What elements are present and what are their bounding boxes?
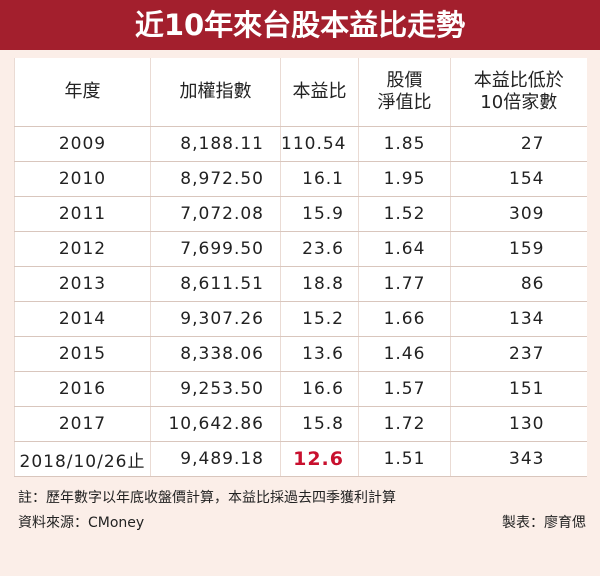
table-cell: 2015 — [14, 336, 151, 372]
table-cell: 309 — [450, 196, 587, 232]
table-cell: 1.46 — [358, 336, 451, 372]
table-row: 2013 8,611.51 18.8 1.77 86 — [14, 266, 587, 302]
table-cell: 1.57 — [358, 371, 451, 407]
table-cell: 237 — [450, 336, 587, 372]
table-cell: 9,253.50 — [150, 371, 281, 407]
column-header: 本益比低於 10倍家數 — [450, 58, 587, 127]
table-cell: 2014 — [14, 301, 151, 337]
table-row: 2010 8,972.50 16.1 1.95 154 — [14, 161, 587, 197]
table-cell: 1.52 — [358, 196, 451, 232]
table-cell: 154 — [450, 161, 587, 197]
title: 近10年來台股本益比走勢 — [0, 0, 600, 50]
table-row: 2009 8,188.11 110.54 1.85 27 — [14, 126, 587, 162]
table-cell: 8,972.50 — [150, 161, 281, 197]
table-cell: 12.6 — [280, 441, 359, 477]
table-cell: 9,489.18 — [150, 441, 281, 477]
table-cell: 130 — [450, 406, 587, 442]
table-cell: 15.9 — [280, 196, 359, 232]
table-cell: 10,642.86 — [150, 406, 281, 442]
table-cell: 1.85 — [358, 126, 451, 162]
table-cell: 2017 — [14, 406, 151, 442]
table-row: 2014 9,307.26 15.2 1.66 134 — [14, 301, 587, 337]
table-cell: 2010 — [14, 161, 151, 197]
table-cell: 159 — [450, 231, 587, 267]
table-row: 2015 8,338.06 13.6 1.46 237 — [14, 336, 587, 372]
credit: 製表：廖育偲 — [502, 515, 586, 531]
table-row: 2011 7,072.08 15.9 1.52 309 — [14, 196, 587, 232]
table-cell: 8,611.51 — [150, 266, 281, 302]
table-row: 2016 9,253.50 16.6 1.57 151 — [14, 371, 587, 407]
table-cell: 16.6 — [280, 371, 359, 407]
table: 年度 加權指數 本益比 股價 淨值比 本益比低於 10倍家數 2009 8,188.11 1… — [14, 58, 587, 477]
column-header: 年度 — [14, 58, 151, 127]
table-cell: 1.77 — [358, 266, 451, 302]
table-cell: 1.51 — [358, 441, 451, 477]
table-cell: 151 — [450, 371, 587, 407]
table-cell: 343 — [450, 441, 587, 477]
table-row: 2012 7,699.50 23.6 1.64 159 — [14, 231, 587, 267]
table-body: 2009 8,188.11 110.54 1.85 27 2010 8,972.50 16.1… — [14, 126, 587, 477]
table-cell: 8,188.11 — [150, 126, 281, 162]
table-cell: 9,307.26 — [150, 301, 281, 337]
table-cell: 2016 — [14, 371, 151, 407]
note: 註：歷年數字以年底收盤價計算，本益比採過去四季獲利計算 — [18, 490, 396, 506]
table-row: 2017 10,642.86 15.8 1.72 130 — [14, 406, 587, 442]
table-cell: 110.54 — [280, 126, 359, 162]
table-cell: 18.8 — [280, 266, 359, 302]
column-header: 加權指數 — [150, 58, 281, 127]
table-cell: 1.72 — [358, 406, 451, 442]
table-cell: 8,338.06 — [150, 336, 281, 372]
table-cell: 13.6 — [280, 336, 359, 372]
table-row: 2018/10/26止 9,489.18 12.6 1.51 343 — [14, 441, 587, 477]
table-cell: 2012 — [14, 231, 151, 267]
table-cell: 15.8 — [280, 406, 359, 442]
table-cell: 2013 — [14, 266, 151, 302]
table-cell: 1.64 — [358, 231, 451, 267]
table-cell: 27 — [450, 126, 587, 162]
table-cell: 1.66 — [358, 301, 451, 337]
table-cell: 15.2 — [280, 301, 359, 337]
table-cell: 2018/10/26止 — [14, 441, 151, 477]
table-cell: 7,072.08 — [150, 196, 281, 232]
table-cell: 86 — [450, 266, 587, 302]
table-cell: 16.1 — [280, 161, 359, 197]
table-cell: 2011 — [14, 196, 151, 232]
table-cell: 23.6 — [280, 231, 359, 267]
table-cell: 2009 — [14, 126, 151, 162]
table-cell: 7,699.50 — [150, 231, 281, 267]
table-cell: 134 — [450, 301, 587, 337]
column-header: 股價 淨值比 — [358, 58, 451, 127]
table-cell: 1.95 — [358, 161, 451, 197]
header-row: 年度 加權指數 本益比 股價 淨值比 本益比低於 10倍家數 — [14, 58, 587, 127]
column-header: 本益比 — [280, 58, 359, 127]
source: 資料來源：CMoney — [18, 515, 145, 531]
